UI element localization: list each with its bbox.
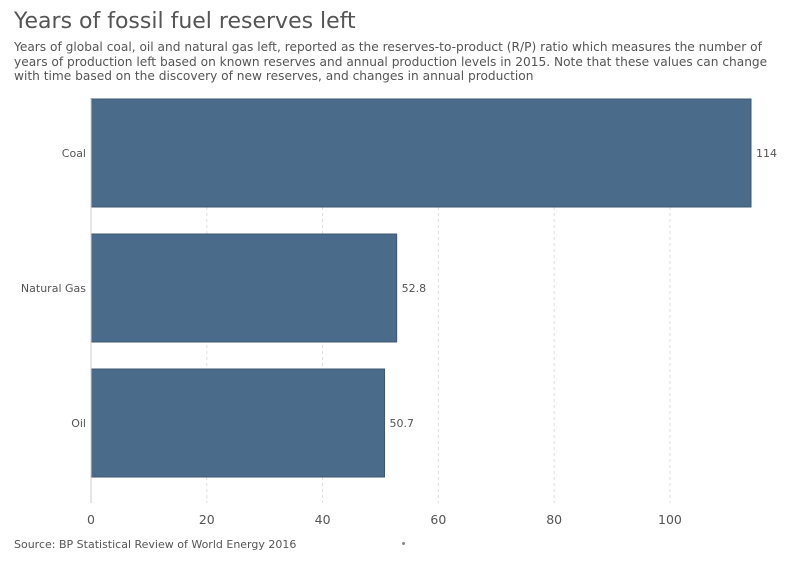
category-label: Natural Gas bbox=[21, 282, 86, 295]
dot-mark bbox=[402, 542, 405, 545]
label-layer: Coal 114 Natural Gas 52.8 Oil 50.7 bbox=[21, 147, 777, 430]
source-note: Source: BP Statistical Review of World E… bbox=[14, 538, 297, 551]
x-tick-label: 100 bbox=[658, 512, 682, 527]
x-tick-label: 60 bbox=[430, 512, 446, 527]
bar bbox=[90, 98, 752, 208]
x-tick-label: 0 bbox=[87, 512, 95, 527]
category-label: Coal bbox=[62, 147, 86, 160]
x-tick-label: 40 bbox=[315, 512, 331, 527]
x-tick-label: 80 bbox=[546, 512, 562, 527]
category-label: Oil bbox=[71, 417, 86, 430]
bar bbox=[90, 233, 398, 343]
bar bbox=[90, 368, 386, 478]
value-label: 114 bbox=[756, 147, 777, 160]
chart-title: Years of fossil fuel reserves left bbox=[14, 9, 356, 34]
bar-layer bbox=[90, 98, 752, 478]
value-label: 50.7 bbox=[390, 417, 415, 430]
x-tick-label: 20 bbox=[199, 512, 215, 527]
chart-subtitle: Years of global coal, oil and natural ga… bbox=[14, 40, 768, 83]
axis-layer: 0 20 40 60 80 100 bbox=[87, 99, 682, 527]
value-label: 52.8 bbox=[402, 282, 427, 295]
